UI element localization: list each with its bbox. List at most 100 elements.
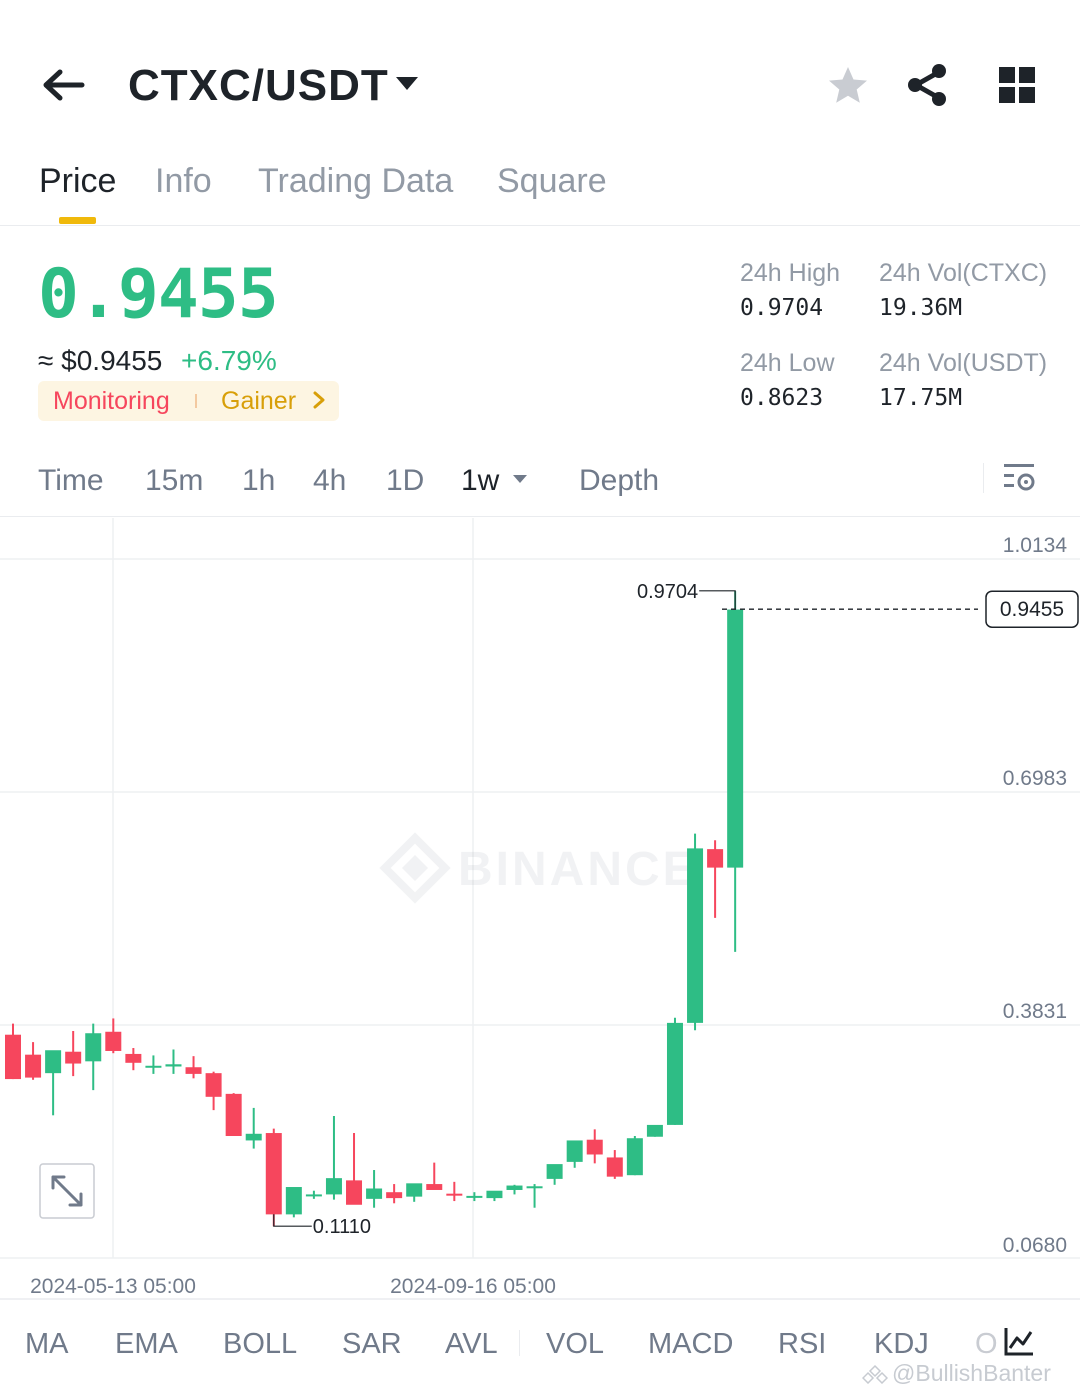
timeframe-depth[interactable]: Depth: [579, 464, 660, 497]
stat-24h-low-value: 0.8623: [740, 385, 824, 411]
stat-24h-high-label: 24h High: [740, 259, 841, 287]
binance-watermark-logo: [379, 832, 451, 904]
last-price-tag: [985, 590, 1079, 628]
timeframe-1w[interactable]: 1w: [461, 464, 500, 497]
candle-up: [506, 1185, 523, 1190]
x-tick-label: 2024-09-16 05:00: [390, 1275, 556, 1298]
candle-up: [45, 1050, 62, 1074]
pair-title[interactable]: CTXC/USDT: [128, 61, 389, 110]
y-tick-label: 0.0680: [1003, 1234, 1067, 1257]
candle-down: [65, 1051, 82, 1064]
candle-up: [486, 1190, 503, 1199]
candle-up: [245, 1133, 262, 1141]
share-icon[interactable]: [906, 62, 950, 108]
last-price: 0.9455: [38, 255, 279, 334]
y-tick-label: 0.6983: [1003, 767, 1067, 790]
timeframe-caret-icon[interactable]: [512, 473, 528, 485]
timeframe-4h[interactable]: 4h: [313, 464, 347, 497]
candle-up: [85, 1033, 102, 1062]
active-tab-indicator: [59, 217, 96, 224]
stat-24h-high-value: 0.9704: [740, 295, 824, 321]
candle-up: [727, 609, 744, 868]
candle-down: [25, 1054, 42, 1078]
timeframe-divider: [0, 516, 1080, 517]
candle-up: [305, 1194, 322, 1197]
indicator-avl[interactable]: AVL: [445, 1328, 498, 1360]
candle-down: [105, 1031, 122, 1051]
watermark-text: @BullishBanter: [892, 1360, 1051, 1386]
candle-down: [205, 1073, 222, 1097]
back-arrow-icon[interactable]: [38, 62, 88, 108]
tab-square[interactable]: Square: [497, 162, 607, 200]
candlestick-chart[interactable]: BINANCE 1.0134 0.6983 0.3831 0.0680 2024…: [0, 518, 1080, 1300]
candle-up: [406, 1183, 423, 1197]
candle-up: [666, 1022, 683, 1125]
timeframe-15m[interactable]: 15m: [145, 464, 204, 497]
indicator-obv[interactable]: O: [975, 1328, 998, 1360]
candle-down: [426, 1184, 443, 1190]
price-change-percent: +6.79%: [181, 345, 277, 376]
tag-separator: [195, 394, 197, 408]
x-tick-label: 2024-05-13 05:00: [30, 1275, 196, 1298]
tag-monitoring[interactable]: Monitoring: [53, 387, 170, 415]
candle-up: [145, 1065, 162, 1068]
indicator-rsi[interactable]: RSI: [778, 1328, 827, 1360]
tag-gainer[interactable]: Gainer: [221, 387, 297, 415]
candle-down: [346, 1180, 363, 1205]
max-price-leader: [699, 590, 736, 609]
fullscreen-button[interactable]: [39, 1163, 95, 1219]
stat-24h-vol-quote-value: 17.75M: [879, 385, 963, 411]
star-icon[interactable]: [826, 64, 870, 108]
candle-up: [566, 1140, 583, 1162]
stat-24h-low-label: 24h Low: [740, 349, 835, 377]
timeframe-time[interactable]: Time: [38, 464, 104, 497]
candle-down: [707, 849, 724, 868]
min-price-leader: [273, 1214, 312, 1227]
candles-group: [5, 591, 744, 1227]
indicator-vol[interactable]: VOL: [546, 1328, 605, 1360]
candle-down: [446, 1193, 463, 1196]
tab-trading-data[interactable]: Trading Data: [258, 162, 454, 200]
fiat-price: ≈ $0.9455: [38, 345, 163, 376]
stat-24h-vol-base-value: 19.36M: [879, 295, 963, 321]
candle-up: [366, 1188, 383, 1199]
dropdown-caret-icon[interactable]: [394, 74, 420, 94]
candle-up: [646, 1124, 663, 1137]
candle-down: [185, 1067, 202, 1074]
indicator-macd[interactable]: MACD: [648, 1328, 734, 1360]
expand-icon: [51, 1175, 83, 1207]
indicator-separator: [519, 1330, 520, 1356]
watermark-icon: [862, 1364, 888, 1384]
candle-up: [165, 1064, 182, 1067]
indicator-boll[interactable]: BOLL: [223, 1328, 298, 1360]
candle-up: [546, 1164, 563, 1179]
min-price-label: 0.1110: [313, 1216, 371, 1238]
tab-price[interactable]: Price: [39, 162, 117, 200]
last-price-tag-label: 0.9455: [1000, 598, 1064, 621]
indicator-ema[interactable]: EMA: [115, 1328, 178, 1360]
candle-up: [526, 1186, 543, 1189]
indicator-ma[interactable]: MA: [25, 1328, 69, 1360]
max-price-label: 0.9704: [637, 581, 698, 603]
candle-down: [5, 1034, 21, 1080]
candle-down: [125, 1053, 142, 1063]
candle-up: [687, 848, 704, 1023]
candle-down: [265, 1133, 282, 1215]
indicator-sar[interactable]: SAR: [342, 1328, 402, 1360]
chevron-right-icon[interactable]: [311, 390, 327, 410]
stat-24h-vol-base-label: 24h Vol(CTXC): [879, 259, 1048, 287]
candle-down: [225, 1093, 242, 1137]
timeframe-1d[interactable]: 1D: [386, 464, 425, 497]
timeframe-1h[interactable]: 1h: [242, 464, 276, 497]
candle-up: [466, 1195, 483, 1198]
timeframe-separator: [983, 463, 984, 493]
indicator-kdj[interactable]: KDJ: [874, 1328, 929, 1360]
tags-pill[interactable]: [38, 381, 339, 421]
indicator-chart-icon[interactable]: [1002, 1324, 1036, 1358]
chart-settings-icon[interactable]: [1002, 460, 1038, 494]
y-tick-label: 0.3831: [1003, 1000, 1067, 1023]
tab-info[interactable]: Info: [155, 162, 212, 200]
candle-down: [386, 1192, 403, 1199]
binance-watermark-text: BINANCE: [458, 843, 698, 896]
grid-menu-icon[interactable]: [996, 64, 1038, 106]
